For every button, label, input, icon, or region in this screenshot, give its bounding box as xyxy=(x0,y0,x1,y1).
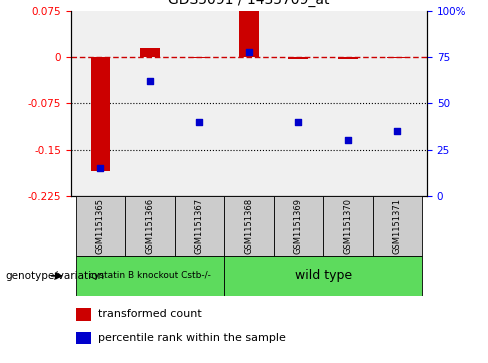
Text: genotype/variation: genotype/variation xyxy=(5,271,104,281)
Bar xyxy=(224,256,422,296)
Point xyxy=(393,129,401,134)
Bar xyxy=(189,57,209,58)
Bar xyxy=(387,57,407,58)
Text: GSM1151366: GSM1151366 xyxy=(145,198,154,254)
Text: GSM1151365: GSM1151365 xyxy=(96,198,105,254)
Bar xyxy=(76,196,125,256)
Text: wild type: wild type xyxy=(295,269,352,282)
Text: percentile rank within the sample: percentile rank within the sample xyxy=(98,333,286,343)
Bar xyxy=(76,308,91,321)
Text: GSM1151369: GSM1151369 xyxy=(294,198,303,254)
Bar xyxy=(224,196,274,256)
Text: transformed count: transformed count xyxy=(98,309,202,319)
Text: GSM1151370: GSM1151370 xyxy=(344,198,352,254)
Point xyxy=(97,166,104,171)
Point xyxy=(196,119,203,125)
Bar xyxy=(140,48,160,57)
Bar xyxy=(338,57,358,59)
Bar xyxy=(175,196,224,256)
Text: GSM1151368: GSM1151368 xyxy=(244,198,253,254)
Point xyxy=(294,119,302,125)
Point xyxy=(245,49,253,54)
Bar xyxy=(76,256,224,296)
Text: GSM1151367: GSM1151367 xyxy=(195,198,204,254)
Bar xyxy=(91,57,110,171)
Bar xyxy=(239,11,259,57)
Bar xyxy=(274,196,323,256)
Point xyxy=(146,78,154,84)
Bar xyxy=(288,57,308,59)
Title: GDS5091 / 1435709_at: GDS5091 / 1435709_at xyxy=(168,0,329,7)
Text: GSM1151371: GSM1151371 xyxy=(393,198,402,254)
Bar xyxy=(76,332,91,344)
Bar xyxy=(125,196,175,256)
Text: cystatin B knockout Cstb-/-: cystatin B knockout Cstb-/- xyxy=(89,272,211,280)
Bar xyxy=(323,196,372,256)
Point xyxy=(344,138,352,143)
Bar xyxy=(372,196,422,256)
